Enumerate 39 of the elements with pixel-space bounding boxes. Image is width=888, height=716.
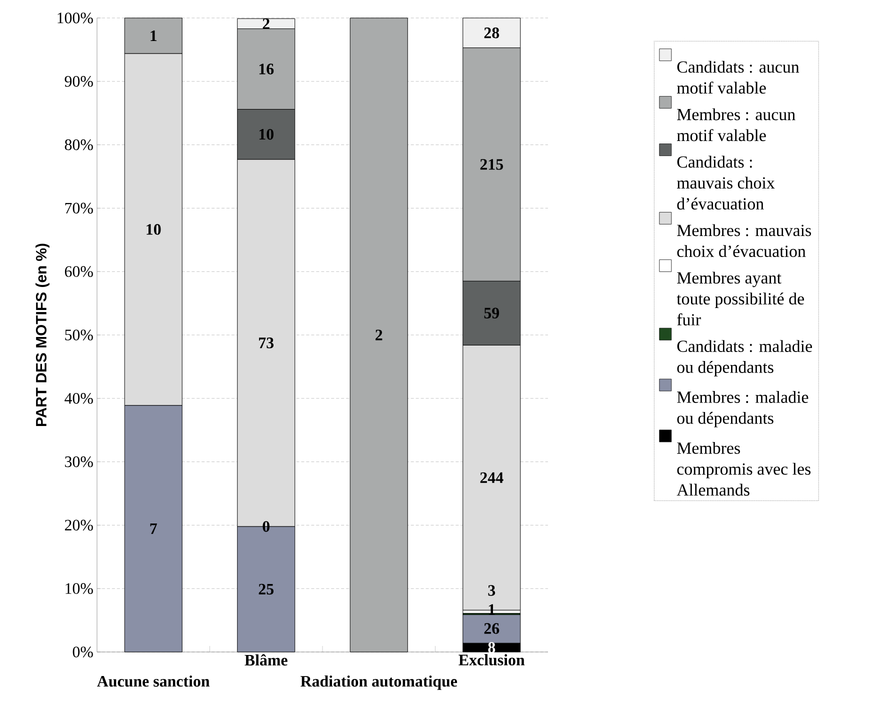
legend-label: Membres : maladie ou dépendants	[677, 391, 808, 428]
y-axis-title: PART DES MOTIFS (en %)	[36, 244, 50, 426]
y-tick-label: 30%	[65, 456, 93, 468]
annotation: 10	[146, 224, 161, 235]
annotation: 59	[484, 308, 500, 318]
legend-label: Membres ayant toute possibilité de fuir	[676, 272, 804, 326]
annotation: 244	[480, 472, 504, 483]
annotation: 16	[259, 64, 274, 74]
annotation: 25	[258, 584, 274, 595]
x-tick-label: Exclusion	[458, 654, 525, 666]
annotation: 8	[488, 642, 496, 653]
annotation: 26	[484, 623, 500, 634]
x-tick-label: Aucune sanction	[97, 675, 210, 687]
annotation: 28	[484, 28, 500, 38]
annotation: 73	[259, 338, 274, 348]
y-tick-label: 40%	[64, 392, 93, 404]
y-tick-label: 90%	[64, 76, 93, 87]
annotation: 7	[150, 523, 157, 534]
y-tick-label: 10%	[66, 583, 93, 594]
x-tick-label: Blâme	[244, 654, 288, 666]
y-tick-label: 70%	[65, 202, 93, 214]
x-tick-label: Radiation automatique	[300, 675, 458, 690]
legend-label: Membres : mauvais choix d’évacuation	[677, 224, 811, 258]
y-tick-label: 0%	[72, 646, 93, 658]
annotation: 215	[480, 159, 504, 170]
annotation: 3	[488, 585, 496, 596]
legend-label: Membres : aucun motif valable	[676, 108, 796, 142]
y-tick-label: 60%	[64, 266, 93, 277]
y-tick-label: 100%	[58, 12, 93, 24]
legend-label: Candidats : maladie ou dépendants	[677, 340, 812, 376]
y-tick-label: 80%	[64, 139, 93, 150]
annotation: 2	[376, 330, 382, 340]
legend-label: Candidats : aucun motif valable	[676, 60, 800, 94]
legend-label: Candidats : mauvais choix d’évacuation	[676, 156, 775, 210]
y-tick-label: 20%	[64, 520, 93, 531]
legend-label: Membres compromis avec les Allemands	[676, 442, 811, 496]
annotation: 10	[259, 128, 274, 140]
annotation: 1	[150, 30, 157, 41]
y-tick-label: 50%	[65, 330, 93, 340]
